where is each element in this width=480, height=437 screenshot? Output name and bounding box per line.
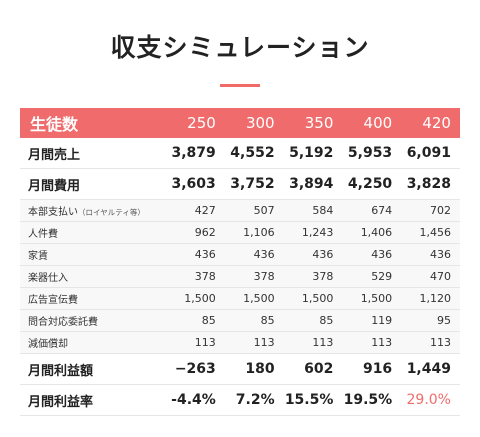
row-label: 減価償却 [28,339,68,350]
cell: 113 [194,336,216,349]
cell: 3,879 [171,145,216,161]
row-monthly-profit: 月間利益額 −263 180 602 916 1,449 [20,354,460,385]
cell: 436 [429,248,451,261]
header-col: 300 [245,114,275,132]
cell: 529 [371,270,393,283]
header-col: 400 [363,114,393,132]
royalty-note: （ロイヤルティ等） [78,208,145,217]
row-label: 月間利益率 [28,394,94,410]
row-label: 広告宣伝費 [28,295,78,306]
cell: 602 [304,361,334,377]
cell: 4,250 [347,176,393,192]
cell: 1,500 [360,292,393,305]
row-outsourcing: 問合対応委託費 85 85 85 119 95 [20,310,460,332]
cell: 4,552 [230,145,275,161]
row-label: 本部支払い（ロイヤルティ等） [20,203,166,218]
cell: 3,752 [230,176,275,192]
cell: 674 [371,204,393,217]
cell: 584 [312,204,334,217]
row-label: 月間売上 [28,147,81,163]
cell: 3,828 [406,176,451,192]
cell: 15.5% [284,392,334,408]
cell: 3,894 [289,176,334,192]
row-depreciation: 減価償却 113 113 113 113 113 [20,332,460,354]
cell: 1,500 [301,292,334,305]
cell: 5,953 [347,145,393,161]
cell: 436 [194,248,216,261]
row-monthly-margin: 月間利益率 -4.4% 7.2% 15.5% 19.5% 29.0% [20,385,460,416]
simulation-table: 生徒数 250 300 350 400 420 月間売上 3,879 4,552… [20,108,460,416]
cell: -4.4% [171,392,216,408]
cell: −263 [174,361,216,377]
row-label: 楽器仕入 [28,273,68,284]
title-accent-line [220,84,260,87]
row-label: 人件費 [28,229,58,240]
cell: 85 [260,314,275,327]
cell: 427 [194,204,216,217]
cell: 113 [371,336,393,349]
cell: 19.5% [343,392,393,408]
header-col: 420 [422,114,451,132]
row-label: 家賃 [28,251,48,262]
cell: 180 [245,361,275,377]
highlighted-cell: 29.0% [406,392,451,408]
row-label: 月間利益額 [28,363,94,379]
cell: 436 [371,248,393,261]
cell: 6,091 [406,145,451,161]
cell: 378 [253,270,275,283]
cell: 1,500 [184,292,216,305]
cell: 436 [253,248,275,261]
cell: 1,406 [360,226,393,239]
cell: 113 [429,336,451,349]
cell: 436 [312,248,334,261]
cell: 3,603 [171,176,216,192]
header-col: 250 [187,114,216,132]
cell: 378 [312,270,334,283]
cell: 1,243 [301,226,334,239]
cell: 1,456 [419,226,451,239]
cell: 85 [319,314,334,327]
cell: 1,449 [406,361,451,377]
header-col: 350 [304,114,334,132]
cell: 113 [253,336,275,349]
cell: 470 [429,270,451,283]
header-label: 生徒数 [30,115,79,134]
row-monthly-costs: 月間費用 3,603 3,752 3,894 4,250 3,828 [20,169,460,200]
cell: 962 [194,226,216,239]
cell: 7.2% [235,392,275,408]
row-label: 月間費用 [28,178,81,194]
row-royalty: 本部支払い（ロイヤルティ等） 427 507 584 674 702 [20,200,460,222]
row-instruments: 楽器仕入 378 378 378 529 470 [20,266,460,288]
cell: 119 [371,314,393,327]
table-header-row: 生徒数 250 300 350 400 420 [20,108,460,138]
cell: 1,120 [419,292,451,305]
cell: 5,192 [289,145,334,161]
royalty-label: 本部支払い [28,207,78,218]
row-labor: 人件費 962 1,106 1,243 1,406 1,456 [20,222,460,244]
cell: 85 [201,314,216,327]
page-title: 収支シミュレーション [110,33,370,62]
cell: 1,500 [243,292,275,305]
cell: 95 [436,314,451,327]
cell: 507 [253,204,275,217]
row-rent: 家賃 436 436 436 436 436 [20,244,460,266]
row-label: 問合対応委託費 [28,317,98,328]
cell: 1,106 [243,226,275,239]
row-advertising: 広告宣伝費 1,500 1,500 1,500 1,500 1,120 [20,288,460,310]
cell: 916 [362,361,393,377]
cell: 702 [429,204,451,217]
cell: 378 [194,270,216,283]
cell: 113 [312,336,334,349]
row-monthly-sales: 月間売上 3,879 4,552 5,192 5,953 6,091 [20,138,460,169]
